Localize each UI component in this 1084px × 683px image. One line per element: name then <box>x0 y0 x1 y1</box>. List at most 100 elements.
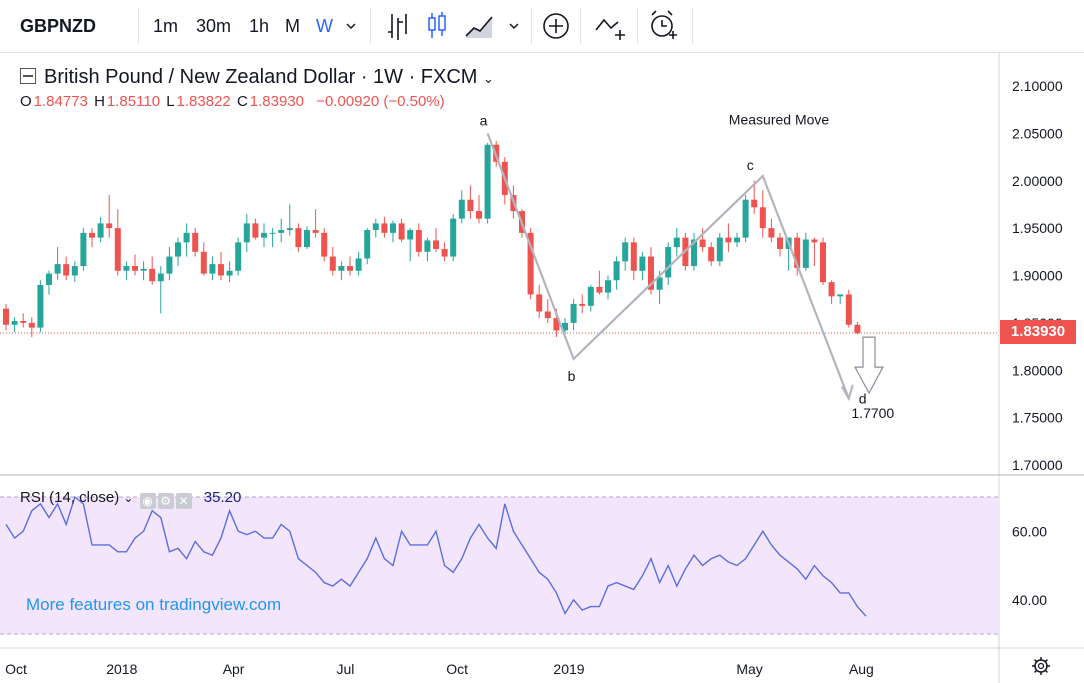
intervals-dropdown-icon[interactable] <box>345 0 357 52</box>
symbol-description: British Pound / New Zealand Dollar · 1W … <box>44 66 478 88</box>
candle-body <box>484 144 491 219</box>
candle-body <box>656 277 663 290</box>
candle-body <box>286 228 293 231</box>
candle-body <box>476 211 482 219</box>
ohlc-values: O 1.84773 H 1.85110 L 1.83822 C 1.83930 −0.0… <box>20 93 447 110</box>
interval-month-button[interactable]: M <box>285 16 300 36</box>
candle-body <box>450 218 457 257</box>
candle-body <box>828 282 835 297</box>
chevron-down-icon[interactable]: ⌄ <box>123 491 134 505</box>
alert-clock-icon[interactable] <box>648 0 680 52</box>
eye-icon[interactable]: ◉ <box>139 493 156 509</box>
chevron-down-icon[interactable]: ⌄ <box>483 71 494 86</box>
close-icon[interactable]: ✕ <box>175 493 192 509</box>
pattern-annotation-label: Measured Move <box>729 111 830 127</box>
compare-icon[interactable] <box>594 0 628 52</box>
pattern-annotation-label: b <box>568 368 576 384</box>
candle-body <box>759 207 766 229</box>
candle-body <box>802 239 809 268</box>
candle-body <box>149 268 156 282</box>
candle-body <box>536 294 543 312</box>
candle-body <box>820 242 826 283</box>
candle-body <box>407 230 414 240</box>
rsi-band-background <box>0 497 999 634</box>
candle-body <box>235 242 242 271</box>
candle-body <box>742 199 749 238</box>
candle-body <box>734 237 740 243</box>
time-tick-label: 2019 <box>553 661 584 677</box>
rsi-value: 35.20 <box>203 489 242 506</box>
candle-body <box>123 266 130 271</box>
candle-body <box>768 228 775 238</box>
candle-body <box>3 308 9 325</box>
candle-body <box>54 264 61 274</box>
candle-body <box>725 237 732 243</box>
candle-body <box>11 320 18 325</box>
candle-body <box>157 273 164 282</box>
collapse-legend-icon[interactable] <box>20 68 36 84</box>
interval-30m-button[interactable]: 30m <box>196 16 232 36</box>
candle-body <box>605 280 611 293</box>
candle-body <box>106 223 113 229</box>
rsi-legend[interactable]: RSI (14, close) ⌄ ◉ ⚙ ✕ 35.20 <box>20 489 241 509</box>
candle-body <box>89 232 95 238</box>
toolbar-divider <box>637 8 638 44</box>
candle-body <box>209 264 216 274</box>
candle-body <box>751 199 758 208</box>
candle-body <box>691 239 697 267</box>
candle-body <box>613 261 620 281</box>
candle-body <box>622 242 629 262</box>
close-label: C <box>236 93 248 110</box>
candle-body <box>243 223 250 243</box>
toolbar-divider <box>692 8 693 44</box>
candles-chart-type-icon[interactable] <box>425 0 449 52</box>
pattern-annotation-label: d <box>859 391 867 407</box>
high-label: H <box>94 93 105 110</box>
symbol-search-button[interactable]: GBPNZD <box>20 16 96 36</box>
close-value: 1.83930 <box>249 93 305 110</box>
price-tick-label: 1.80000 <box>1012 362 1063 378</box>
candle-body <box>338 266 345 271</box>
abcd-pattern-line <box>486 132 850 400</box>
time-tick-label: Oct <box>446 661 468 677</box>
toolbar-divider <box>580 8 581 44</box>
candle-body <box>226 270 233 276</box>
candle-body <box>648 256 654 290</box>
price-tick-label: 2.10000 <box>1012 78 1063 94</box>
pattern-annotation-label: 1.7700 <box>851 405 894 421</box>
candle-body <box>433 240 439 249</box>
candle-body <box>80 232 87 267</box>
price-tick-label: 1.70000 <box>1012 457 1063 473</box>
rsi-tick-label: 40.00 <box>1012 592 1047 608</box>
interval-1h-button[interactable]: 1h <box>249 16 270 36</box>
low-label: L <box>166 93 175 110</box>
candle-body <box>20 320 27 323</box>
last-price-badge: 1.83930 <box>1000 320 1076 344</box>
candle-body <box>708 247 715 262</box>
chart-canvas[interactable]: 1.700001.750001.800001.850001.900001.950… <box>0 53 1084 683</box>
price-tick-label: 2.05000 <box>1012 125 1063 141</box>
chart-type-dropdown-icon[interactable] <box>508 0 520 52</box>
interval-1m-button[interactable]: 1m <box>153 16 179 36</box>
candle-body <box>527 232 534 295</box>
candle-body <box>458 199 465 219</box>
low-value: 1.83822 <box>176 93 231 110</box>
time-tick-label: Aug <box>849 661 874 677</box>
candle-body <box>441 248 448 257</box>
candle-body <box>295 228 302 248</box>
chart-legend-title[interactable]: British Pound / New Zealand Dollar · 1W … <box>20 66 494 89</box>
interval-week-button[interactable]: W <box>316 16 333 36</box>
candle-body <box>218 264 224 276</box>
candle-body <box>183 232 190 243</box>
candle-body <box>329 256 336 271</box>
candle-body <box>312 230 319 233</box>
candle-body <box>381 223 388 233</box>
promo-link[interactable]: More features on tradingview.com <box>26 595 282 614</box>
gear-icon[interactable]: ⚙ <box>157 493 174 509</box>
settings-gear-icon[interactable] <box>1032 657 1050 675</box>
area-chart-type-icon[interactable] <box>464 0 494 52</box>
candle-body <box>269 232 276 234</box>
bar-chart-type-icon[interactable] <box>386 0 410 52</box>
pattern-annotation-label: a <box>480 112 488 128</box>
add-indicator-icon[interactable] <box>542 0 570 52</box>
